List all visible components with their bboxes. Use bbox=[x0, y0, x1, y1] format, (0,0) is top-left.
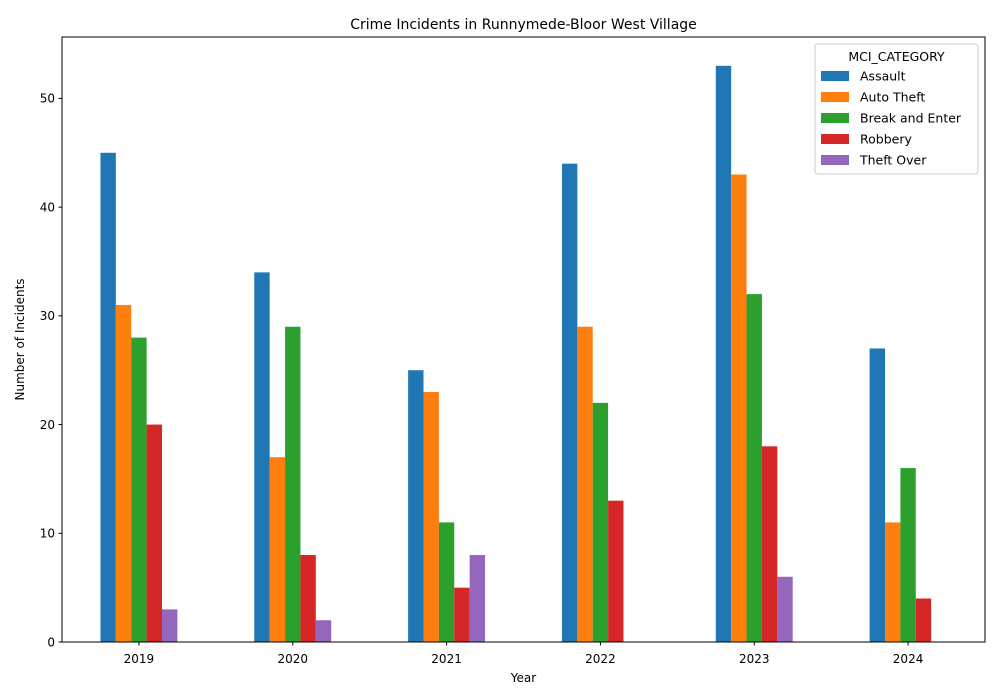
legend-label: Robbery bbox=[860, 132, 912, 147]
bar-assault-2020 bbox=[254, 272, 270, 642]
bar-robbery-2023 bbox=[761, 446, 778, 642]
plot-frame bbox=[61, 36, 986, 643]
bar-assault-2022 bbox=[561, 163, 578, 642]
legend: MCI_CATEGORY Assault Auto Theft Break and … bbox=[814, 43, 979, 175]
legend-swatch bbox=[821, 113, 849, 123]
bar-theft-over-2023 bbox=[777, 576, 793, 642]
legend-items: Assault Auto Theft Break and Enter Robbery T… bbox=[821, 69, 962, 168]
x-tick-label: 2022 bbox=[585, 652, 616, 666]
bar-auto-theft-2023 bbox=[731, 174, 747, 642]
bar-robbery-2021 bbox=[454, 587, 470, 642]
legend-label: Theft Over bbox=[859, 153, 927, 168]
bar-robbery-2020 bbox=[300, 555, 316, 642]
y-axis-label: Number of Incidents bbox=[13, 278, 27, 400]
bar-break-and-enter-2020 bbox=[285, 326, 301, 642]
bar-auto-theft-2020 bbox=[269, 457, 286, 642]
chart-title: Crime Incidents in Runnymede-Bloor West … bbox=[350, 17, 697, 33]
bar-theft-over-2020 bbox=[315, 620, 332, 642]
bar-break-and-enter-2019 bbox=[131, 337, 147, 642]
y-tick-label: 20 bbox=[40, 418, 55, 432]
x-tick-label: 2019 bbox=[124, 652, 155, 666]
bar-robbery-2019 bbox=[146, 424, 162, 642]
y-tick-label: 0 bbox=[47, 635, 55, 649]
legend-label: Auto Theft bbox=[860, 90, 925, 105]
bar-auto-theft-2019 bbox=[115, 304, 132, 642]
bar-robbery-2024 bbox=[915, 598, 932, 642]
bar-assault-2019 bbox=[100, 152, 116, 642]
bar-theft-over-2021 bbox=[469, 555, 486, 642]
bars-layer bbox=[100, 65, 932, 642]
legend-label: Break and Enter bbox=[860, 111, 962, 126]
bar-break-and-enter-2022 bbox=[592, 402, 609, 642]
legend-swatch bbox=[821, 71, 849, 81]
y-tick-label: 40 bbox=[40, 200, 55, 214]
y-tick-label: 30 bbox=[40, 309, 55, 323]
bar-robbery-2022 bbox=[608, 500, 624, 642]
x-tick-label: 2021 bbox=[431, 652, 462, 666]
bar-assault-2023 bbox=[715, 65, 732, 642]
legend-swatch bbox=[821, 155, 849, 165]
bar-theft-over-2019 bbox=[161, 609, 178, 642]
y-tick-label: 10 bbox=[40, 527, 55, 541]
bar-auto-theft-2021 bbox=[423, 391, 439, 642]
bar-break-and-enter-2024 bbox=[900, 468, 916, 642]
legend-title: MCI_CATEGORY bbox=[848, 49, 945, 64]
x-tick-label: 2023 bbox=[739, 652, 770, 666]
bar-break-and-enter-2021 bbox=[438, 522, 455, 642]
x-tick-label: 2024 bbox=[893, 652, 924, 666]
x-axis-label: Year bbox=[510, 671, 536, 685]
legend-box bbox=[814, 43, 979, 175]
bar-assault-2021 bbox=[408, 370, 424, 642]
bar-break-and-enter-2023 bbox=[746, 294, 762, 642]
legend-swatch bbox=[821, 92, 849, 102]
bar-auto-theft-2022 bbox=[577, 326, 593, 642]
bar-assault-2024 bbox=[869, 348, 886, 642]
x-axis: 2019 2020 2021 2022 2023 2024 bbox=[124, 642, 924, 666]
x-tick-label: 2020 bbox=[277, 652, 308, 666]
y-tick-label: 50 bbox=[40, 92, 55, 106]
y-axis: 0 10 20 30 40 50 bbox=[40, 92, 62, 649]
bar-auto-theft-2024 bbox=[885, 522, 901, 642]
legend-label: Assault bbox=[860, 69, 906, 84]
legend-swatch bbox=[821, 134, 849, 144]
